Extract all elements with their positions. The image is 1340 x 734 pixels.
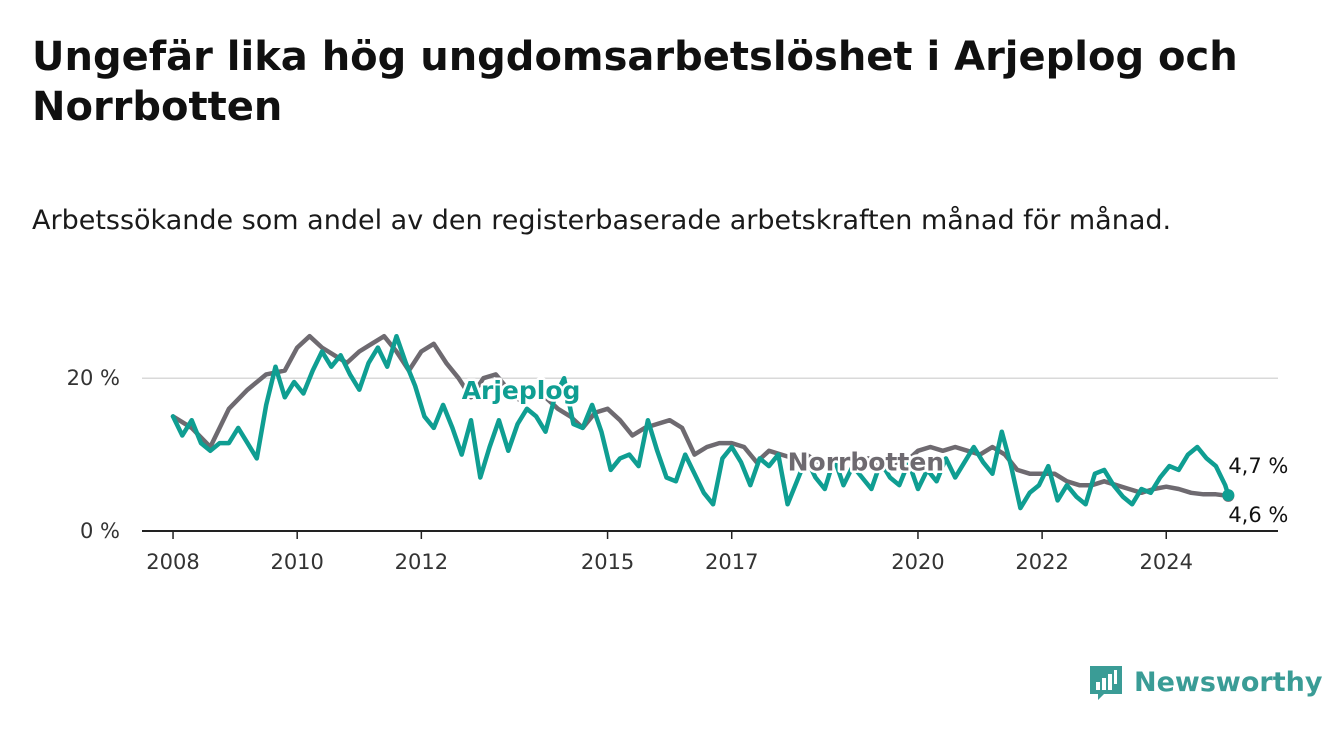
axes: 0 % 20 % 2008 2010 2012 2015 2017 2020 2022 2024 bbox=[67, 366, 1278, 574]
series-end-point-arjeplog bbox=[1222, 489, 1235, 502]
y-tick-label: 20 % bbox=[67, 366, 120, 390]
x-tick-label: 2020 bbox=[891, 550, 944, 574]
brand-logo: Newsworthy bbox=[1088, 660, 1322, 704]
end-value-label-norrbotten: 4,6 % bbox=[1228, 503, 1288, 527]
end-value-label-arjeplog: 4,7 % bbox=[1228, 454, 1288, 478]
line-chart: 0 %20 %2008 2010 2012 2015 2017 2020 2022 2024 … bbox=[67, 333, 1290, 574]
labels: Norrbotten Arjeplog 4,6 % 4,7 % bbox=[459, 373, 1290, 529]
series-line-arjeplog bbox=[170, 333, 1231, 511]
bar-chart-icon bbox=[1090, 666, 1122, 700]
x-tick-label: 2017 bbox=[705, 550, 758, 574]
x-tick-label: 2012 bbox=[395, 550, 448, 574]
x-tick-label: 2015 bbox=[581, 550, 634, 574]
series-label-norrbotten: Norrbotten bbox=[788, 448, 944, 477]
chart-title: Ungefär lika hög ungdomsarbetslöshet i A… bbox=[32, 34, 1238, 130]
x-tick-label: 2024 bbox=[1140, 550, 1193, 574]
series-line-norrbotten bbox=[170, 333, 1231, 499]
chart-subtitle: Arbetssökande som andel av den registerb… bbox=[32, 205, 1172, 236]
brand-name: Newsworthy bbox=[1134, 666, 1323, 698]
x-tick-label: 2022 bbox=[1015, 550, 1068, 574]
x-tick-label: 2010 bbox=[270, 550, 323, 574]
series-lines bbox=[170, 333, 1235, 511]
series-label-arjeplog: Arjeplog bbox=[462, 376, 581, 405]
y-tick-label: 0 % bbox=[80, 519, 120, 543]
x-tick-label: 2008 bbox=[146, 550, 199, 574]
